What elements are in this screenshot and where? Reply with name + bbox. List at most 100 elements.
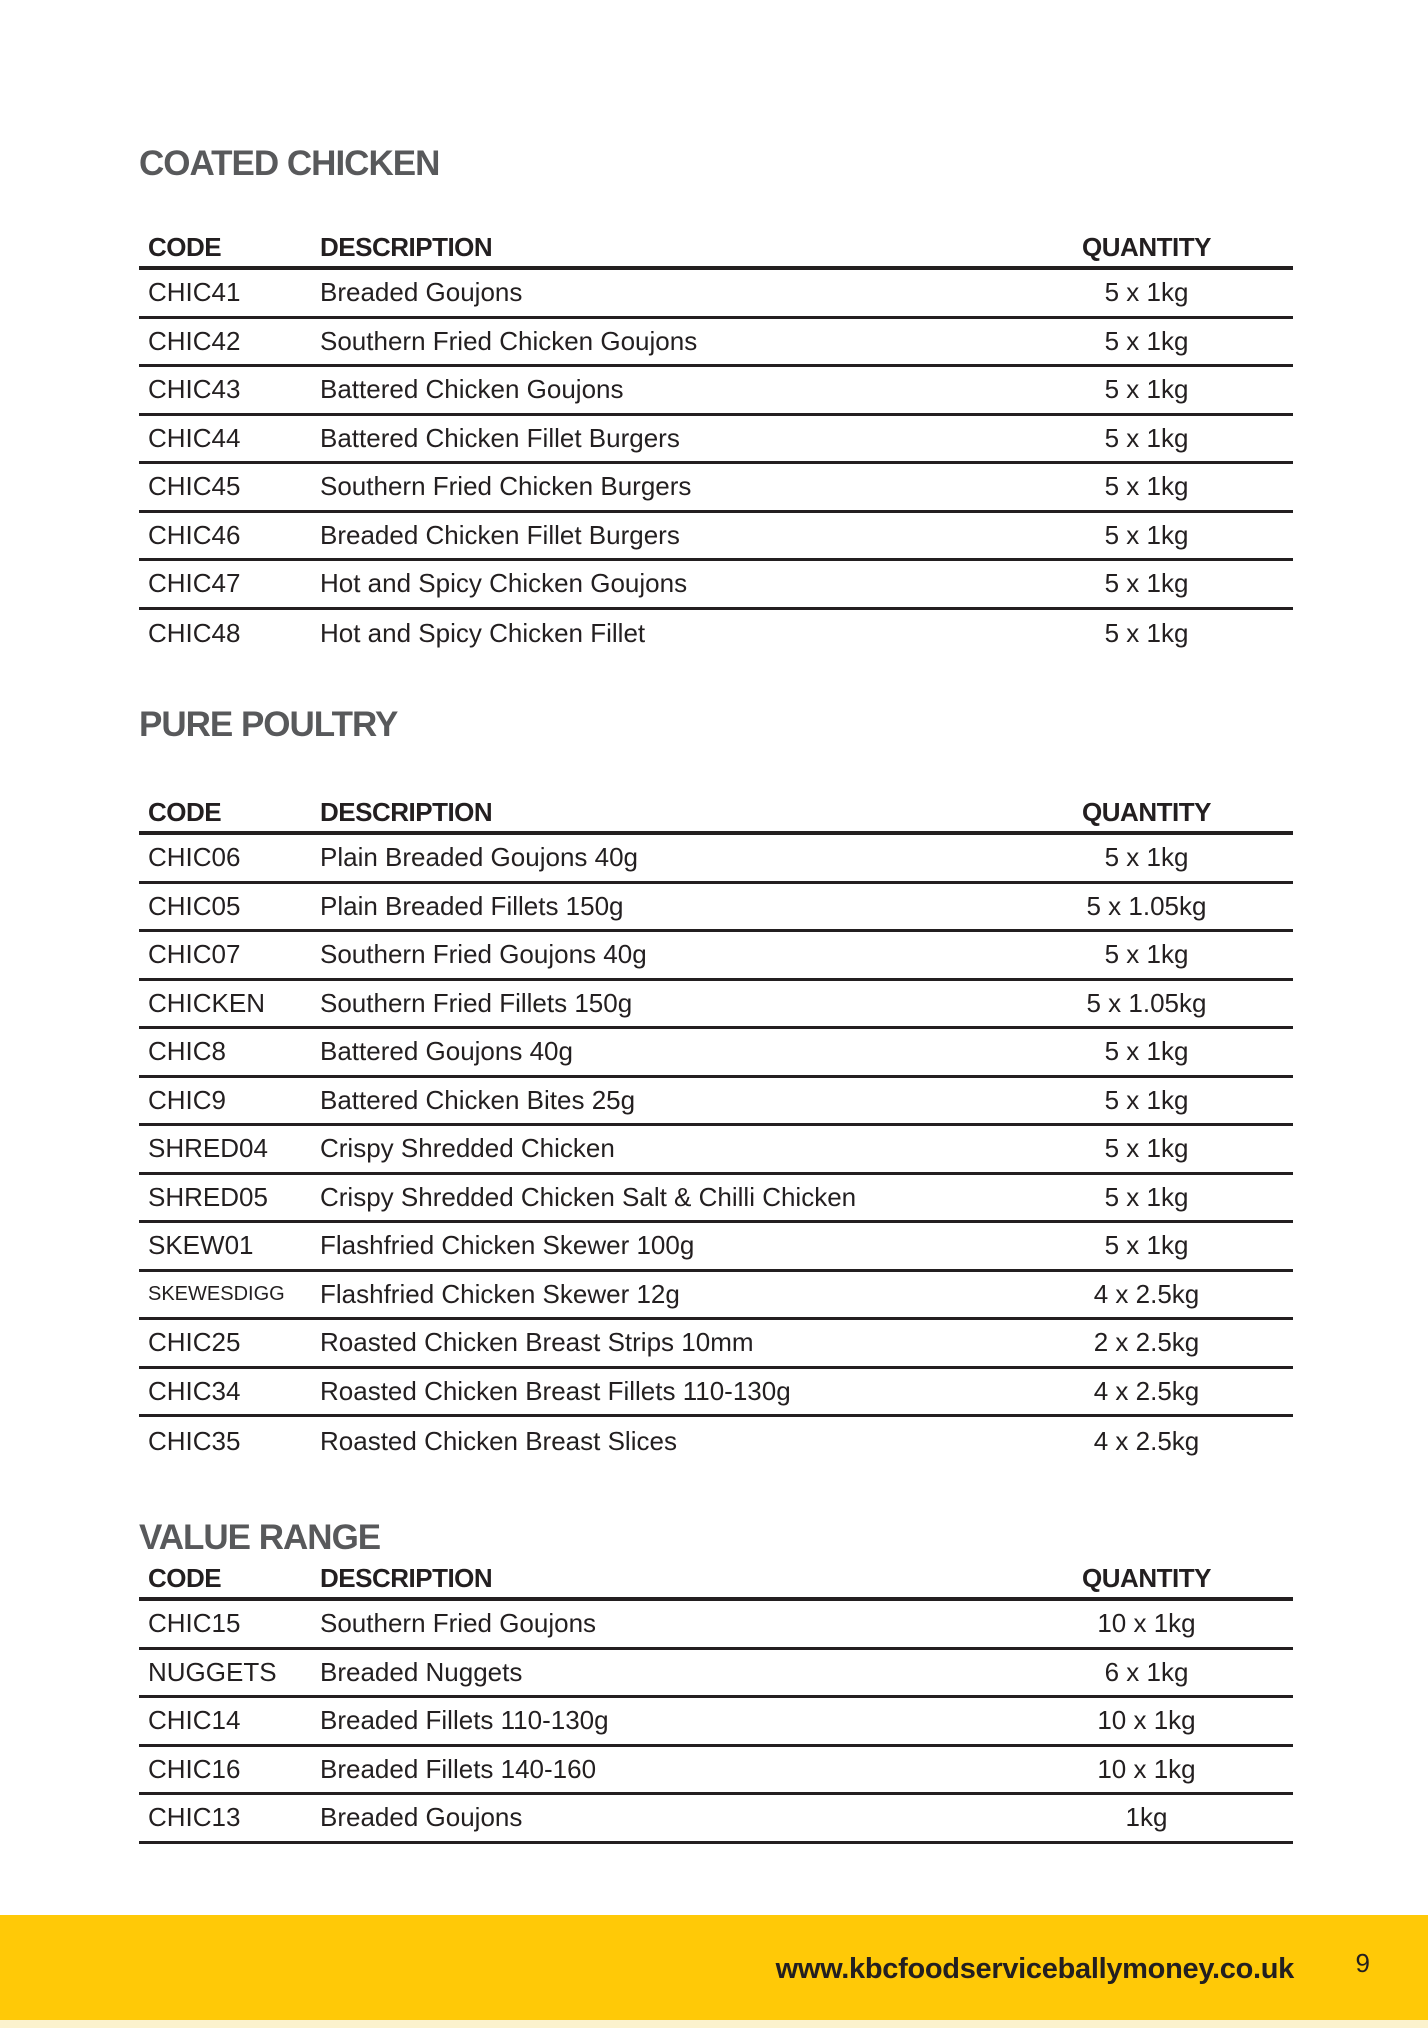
code-cell: CHIC16 xyxy=(148,1753,241,1784)
column-header-quantity: QUANTITY xyxy=(1082,1563,1211,1593)
quantity-cell: 5 x 1kg xyxy=(1104,1133,1189,1164)
code-cell: CHIC46 xyxy=(148,519,241,550)
quantity-cell: 5 x 1.05kg xyxy=(1086,987,1207,1018)
code-cell: CHIC06 xyxy=(148,842,241,873)
table-row: CHIC14 Breaded Fillets 110-130g 10 x 1kg xyxy=(139,1698,1293,1747)
description-cell: Southern Fried Goujons xyxy=(320,1608,597,1639)
column-header-description: DESCRIPTION xyxy=(320,232,493,262)
quantity-cell: 5 x 1kg xyxy=(1104,374,1189,405)
column-header-quantity: QUANTITY xyxy=(1082,797,1211,827)
description-cell: Breaded Fillets 140-160 xyxy=(320,1753,597,1784)
table-header-row: CODE DESCRIPTION QUANTITY xyxy=(139,790,1293,835)
quantity-cell: 5 x 1kg xyxy=(1104,618,1189,649)
footer-url: www.kbcfoodserviceballymoney.co.uk xyxy=(775,1953,1295,1985)
description-cell: Southern Fried Goujons 40g xyxy=(320,939,647,970)
column-header-description: DESCRIPTION xyxy=(320,797,493,827)
description-cell: Breaded Goujons xyxy=(320,1802,523,1833)
code-cell: CHICKEN xyxy=(148,987,266,1018)
description-cell: Southern Fried Chicken Burgers xyxy=(320,471,692,502)
description-cell: Flashfried Chicken Skewer 100g xyxy=(320,1230,695,1261)
footer-bar: www.kbcfoodserviceballymoney.co.uk 9 xyxy=(0,1915,1428,2020)
code-cell: CHIC47 xyxy=(148,568,241,599)
column-header-description: DESCRIPTION xyxy=(320,1563,493,1593)
code-cell: SKEW01 xyxy=(148,1230,254,1261)
code-cell: CHIC13 xyxy=(148,1802,241,1833)
quantity-cell: 4 x 2.5kg xyxy=(1093,1425,1200,1456)
table-row: CHIC9 Battered Chicken Bites 25g 5 x 1kg xyxy=(139,1078,1293,1126)
description-cell: Southern Fried Fillets 150g xyxy=(320,987,633,1018)
column-header-code: CODE xyxy=(148,1563,222,1593)
description-cell: Battered Chicken Goujons xyxy=(320,374,624,405)
table-row: CHIC16 Breaded Fillets 140-160 10 x 1kg xyxy=(139,1747,1293,1795)
table-header-row: CODE DESCRIPTION QUANTITY xyxy=(139,225,1293,270)
quantity-cell: 10 x 1kg xyxy=(1097,1753,1196,1784)
quantity-cell: 5 x 1kg xyxy=(1104,277,1189,308)
quantity-cell: 2 x 2.5kg xyxy=(1093,1327,1200,1358)
code-cell: CHIC41 xyxy=(148,277,241,308)
quantity-cell: 5 x 1kg xyxy=(1104,519,1189,550)
code-cell: CHIC42 xyxy=(148,325,241,356)
code-cell: SKEWESDIGG xyxy=(148,1282,285,1305)
code-cell: CHIC48 xyxy=(148,618,241,649)
quantity-cell: 5 x 1kg xyxy=(1104,1084,1189,1115)
page-bottom-edge xyxy=(0,2020,1428,2028)
quantity-cell: 5 x 1kg xyxy=(1104,1230,1189,1261)
column-header-code: CODE xyxy=(148,232,222,262)
table-row: CHIC06 Plain Breaded Goujons 40g 5 x 1kg xyxy=(139,835,1293,884)
table-row: SKEWESDIGG Flashfried Chicken Skewer 12g 4… xyxy=(139,1272,1293,1320)
table-row: CHICKEN Southern Fried Fillets 150g 5 x 1.… xyxy=(139,981,1293,1029)
code-cell: CHIC35 xyxy=(148,1425,241,1456)
description-cell: Battered Chicken Bites 25g xyxy=(320,1084,636,1115)
table-row: CHIC07 Southern Fried Goujons 40g 5 x 1kg xyxy=(139,932,1293,981)
code-cell: CHIC15 xyxy=(148,1608,241,1639)
code-cell: CHIC8 xyxy=(148,1036,227,1067)
description-cell: Crispy Shredded Chicken Salt & Chilli Ch… xyxy=(320,1181,857,1212)
description-cell: Hot and Spicy Chicken Goujons xyxy=(320,568,688,599)
quantity-cell: 5 x 1kg xyxy=(1104,1181,1189,1212)
code-cell: CHIC34 xyxy=(148,1375,241,1406)
table-row: CHIC13 Breaded Goujons 1kg xyxy=(139,1795,1293,1844)
quantity-cell: 5 x 1kg xyxy=(1104,325,1189,356)
quantity-cell: 6 x 1kg xyxy=(1104,1656,1189,1687)
quantity-cell: 4 x 2.5kg xyxy=(1093,1375,1200,1406)
quantity-cell: 5 x 1kg xyxy=(1104,471,1189,502)
description-cell: Flashfried Chicken Skewer 12g xyxy=(320,1278,680,1309)
section-heading: COATED CHICKEN xyxy=(139,144,440,183)
description-cell: Breaded Nuggets xyxy=(320,1656,523,1687)
description-cell: Plain Breaded Fillets 150g xyxy=(320,890,624,921)
quantity-cell: 4 x 2.5kg xyxy=(1093,1278,1200,1309)
table-row: CHIC46 Breaded Chicken Fillet Burgers 5 x … xyxy=(139,513,1293,561)
quantity-cell: 5 x 1kg xyxy=(1104,422,1189,453)
table-row: SHRED04 Crispy Shredded Chicken 5 x 1kg xyxy=(139,1126,1293,1175)
table-row: CHIC45 Southern Fried Chicken Burgers 5 x … xyxy=(139,464,1293,513)
table-row: CHIC44 Battered Chicken Fillet Burgers 5 x… xyxy=(139,416,1293,464)
column-header-code: CODE xyxy=(148,797,222,827)
code-cell: SHRED05 xyxy=(148,1181,268,1212)
code-cell: CHIC44 xyxy=(148,422,241,453)
column-header-quantity: QUANTITY xyxy=(1082,232,1211,262)
section-pure-poultry: PURE POULTRY CODE DESCRIPTION QUANTITY CHIC… xyxy=(139,707,1293,1466)
quantity-cell: 10 x 1kg xyxy=(1097,1608,1196,1639)
description-cell: Crispy Shredded Chicken xyxy=(320,1133,615,1164)
quantity-cell: 1kg xyxy=(1125,1802,1168,1833)
quantity-cell: 5 x 1kg xyxy=(1104,1036,1189,1067)
description-cell: Hot and Spicy Chicken Fillet xyxy=(320,618,646,649)
code-cell: SHRED04 xyxy=(148,1133,268,1164)
code-cell: CHIC07 xyxy=(148,939,241,970)
code-cell: CHIC9 xyxy=(148,1084,227,1115)
description-cell: Roasted Chicken Breast Strips 10mm xyxy=(320,1327,754,1358)
section-heading: VALUE RANGE xyxy=(139,1518,381,1557)
table-row: CHIC48 Hot and Spicy Chicken Fillet 5 x 1k… xyxy=(139,610,1293,659)
description-cell: Roasted Chicken Breast Slices xyxy=(320,1425,677,1456)
description-cell: Breaded Goujons xyxy=(320,277,523,308)
section-coated-chicken: COATED CHICKEN CODE DESCRIPTION QUANTITY CH… xyxy=(139,146,1293,658)
product-table: CODE DESCRIPTION QUANTITY CHIC06 Plain Bread… xyxy=(139,790,1293,1466)
table-row: SKEW01 Flashfried Chicken Skewer 100g 5 x … xyxy=(139,1223,1293,1272)
code-cell: NUGGETS xyxy=(148,1656,277,1687)
description-cell: Plain Breaded Goujons 40g xyxy=(320,842,639,873)
quantity-cell: 5 x 1kg xyxy=(1104,842,1189,873)
section-heading: PURE POULTRY xyxy=(139,705,398,744)
table-row: CHIC35 Roasted Chicken Breast Slices 4 x 2… xyxy=(139,1417,1293,1466)
table-row: CHIC42 Southern Fried Chicken Goujons 5 x … xyxy=(139,319,1293,367)
